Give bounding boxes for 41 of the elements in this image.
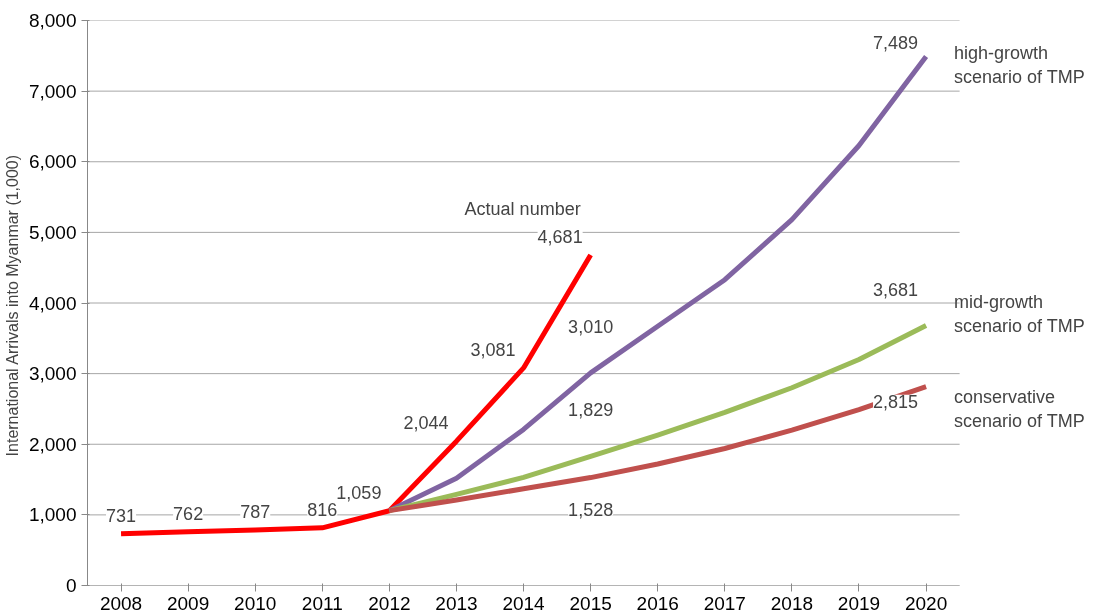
data-label: 1,829: [568, 400, 614, 421]
x-tick-label: 2010: [234, 592, 277, 612]
data-label: 2,815: [873, 391, 919, 412]
data-label: 3,681: [873, 279, 919, 300]
x-tick-label: 2008: [99, 592, 143, 612]
y-tick-label: 1,000: [28, 504, 77, 526]
y-axis-title: International Arrivals into Myanmar (1,000): [3, 154, 21, 457]
data-label: 3,081: [470, 339, 516, 360]
x-tick-label: 2019: [837, 592, 881, 612]
x-tick-label: 2009: [167, 592, 210, 612]
x-tick-label: 2013: [435, 592, 478, 612]
text: Actual number: [464, 198, 581, 219]
x-tick-label: 2018: [770, 592, 814, 612]
y-tick-label: 7,000: [28, 80, 77, 102]
data-label: 2,044: [403, 413, 449, 434]
y-tick-label: 6,000: [28, 151, 77, 173]
x-tick-label: 2015: [569, 592, 612, 612]
series-label: conservative scenario of TMP: [954, 386, 1085, 431]
y-tick-label: 0: [65, 575, 77, 596]
x-tick-label: 2016: [636, 592, 679, 612]
x-tick-label: 2017: [703, 592, 746, 612]
data-label: 787: [240, 501, 271, 522]
y-tick-label: 8,000: [28, 10, 77, 31]
series-label: mid-growth scenario of TMP: [954, 291, 1085, 336]
data-label: 3,010: [568, 316, 614, 337]
y-tick-label: 4,000: [28, 292, 77, 314]
x-tick-label: 2020: [904, 592, 948, 612]
y-tick-label: 2,000: [28, 433, 77, 455]
data-label: 1,059: [336, 482, 382, 503]
data-label: 7,489: [873, 32, 919, 53]
x-tick-label: 2012: [368, 592, 411, 612]
x-tick-label: 2014: [502, 592, 546, 612]
series-label: high-growth scenario of TMP: [954, 42, 1085, 87]
data-label: 816: [307, 499, 338, 520]
y-tick-label: 3,000: [28, 363, 77, 385]
data-label: 4,681: [537, 226, 583, 247]
y-tick-label: 5,000: [28, 221, 77, 243]
x-tick-label: 2011: [301, 592, 343, 612]
data-label: 762: [173, 503, 204, 524]
data-label: 1,528: [568, 499, 614, 520]
data-label: 731: [106, 505, 137, 526]
